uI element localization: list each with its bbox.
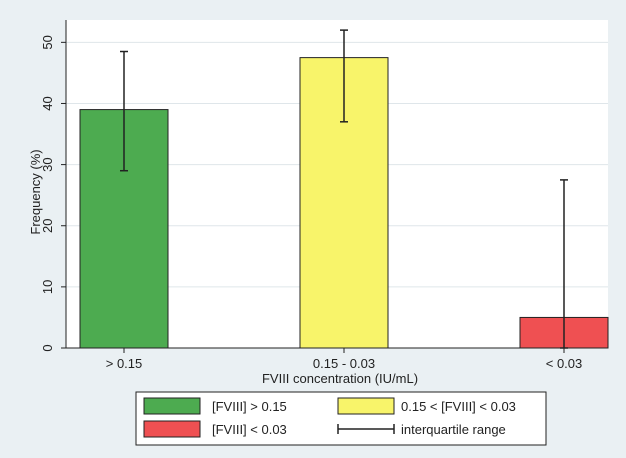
y-tick-label: 10 xyxy=(40,280,55,294)
legend-swatch-red xyxy=(143,420,201,438)
legend-swatch-green xyxy=(143,397,201,415)
legend-label-iqr: interquartile range xyxy=(401,422,506,437)
x-ticks: > 0.15 0.15 - 0.03 < 0.03 xyxy=(106,348,583,371)
legend-label-red: [FVIII] < 0.03 xyxy=(212,422,287,437)
error-bar xyxy=(120,50,128,172)
x-tick-label: 0.15 - 0.03 xyxy=(313,356,375,371)
y-axis-title: Frequency (%) xyxy=(28,149,43,234)
x-tick-label: < 0.03 xyxy=(546,356,583,371)
legend: [FVIII] > 0.15 0.15 < [FVIII] < 0.03 [FV… xyxy=(135,391,547,446)
y-tick-label: 40 xyxy=(40,96,55,110)
y-tick-label: 50 xyxy=(40,35,55,49)
y-tick-label: 30 xyxy=(40,157,55,171)
x-axis-title: FVIII concentration (IU/mL) xyxy=(262,371,418,386)
x-tick-label: > 0.15 xyxy=(106,356,143,371)
legend-label-yellow: 0.15 < [FVIII] < 0.03 xyxy=(401,399,516,414)
y-tick-label: 0 xyxy=(40,344,55,351)
error-bar xyxy=(340,29,348,123)
error-bars xyxy=(120,29,568,349)
y-ticks: 0 10 20 30 40 50 xyxy=(40,35,66,352)
y-tick-label: 20 xyxy=(40,219,55,233)
legend-swatch-yellow xyxy=(337,397,395,415)
legend-errorbar-symbol xyxy=(337,424,395,434)
axes xyxy=(65,20,608,349)
legend-label-green: [FVIII] > 0.15 xyxy=(212,399,287,414)
